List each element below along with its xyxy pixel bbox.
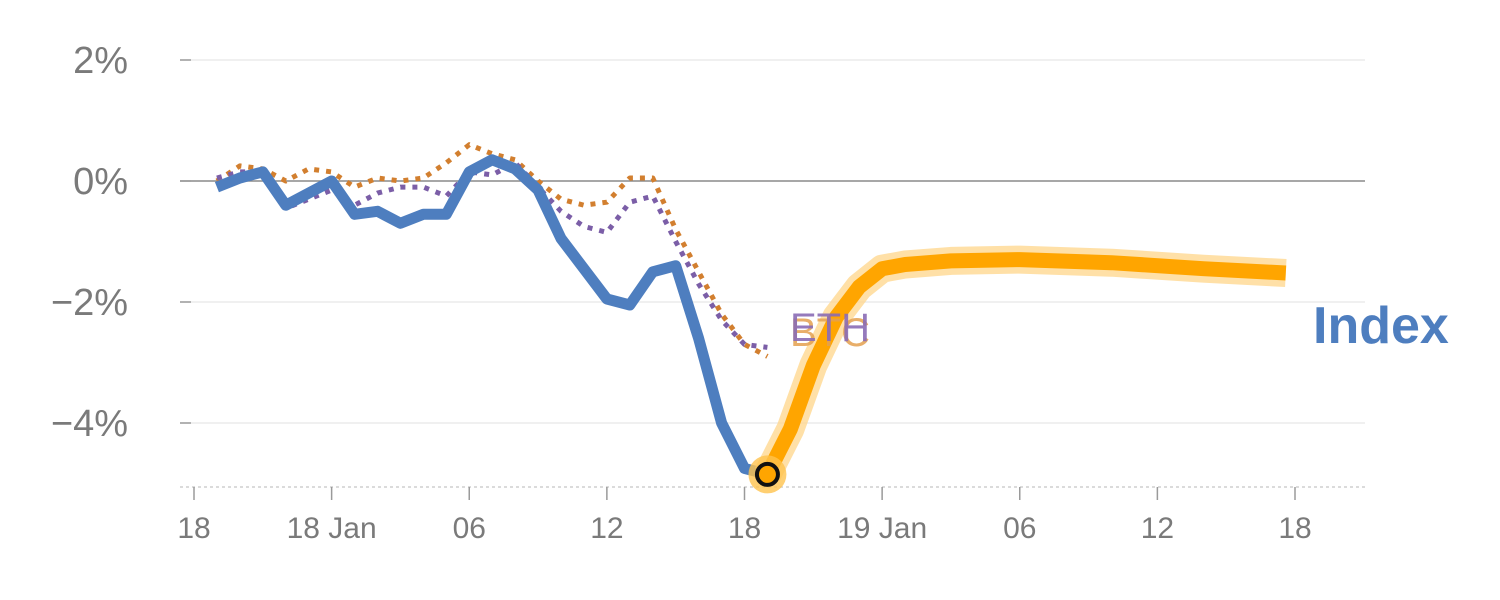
current-point-marker — [754, 461, 780, 487]
x-axis: 18 18 Jan 06 12 18 19 Jan 06 12 18 — [177, 486, 1365, 545]
x-tick-label: 18 — [728, 512, 761, 545]
x-tick-label: 19 Jan — [837, 512, 927, 545]
series-btc-line — [215, 142, 769, 359]
x-tick-label: 18 Jan — [287, 512, 377, 545]
y-tick-label: −4% — [51, 403, 128, 445]
series-index-line — [214, 154, 769, 480]
y-tick-label: −2% — [51, 282, 128, 324]
label-eth: ETH — [790, 306, 870, 350]
x-tick-label: 18 — [177, 512, 210, 545]
series-eth-line — [216, 160, 768, 350]
x-tick-label: 12 — [590, 512, 623, 545]
series-index-projection-line — [760, 252, 1287, 478]
label-index: Index — [1313, 297, 1449, 355]
x-tick-label: 12 — [1141, 512, 1174, 545]
gridlines — [180, 59, 1365, 424]
label-btc: BTC — [790, 311, 870, 355]
x-tick-label: 06 — [453, 512, 486, 545]
series-group — [214, 142, 1287, 494]
projection-glow — [754, 245, 1287, 481]
y-tick-label: 2% — [73, 40, 128, 82]
x-tick-label: 18 — [1278, 512, 1311, 545]
y-tick-label: 0% — [73, 161, 128, 203]
y-axis: 2% 0% −2% −4% — [51, 40, 191, 445]
x-tick-label: 06 — [1003, 512, 1036, 545]
